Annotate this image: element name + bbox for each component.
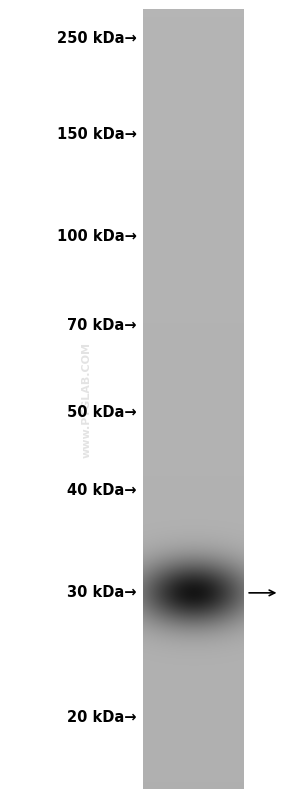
Text: 100 kDa→: 100 kDa→ [57,229,137,244]
Text: www.PTGLAB.COM: www.PTGLAB.COM [82,341,91,458]
Text: 70 kDa→: 70 kDa→ [67,319,137,333]
Text: 20 kDa→: 20 kDa→ [67,710,137,725]
Text: 150 kDa→: 150 kDa→ [57,127,137,141]
Text: 250 kDa→: 250 kDa→ [57,31,137,46]
Text: 40 kDa→: 40 kDa→ [67,483,137,498]
Text: 50 kDa→: 50 kDa→ [67,405,137,419]
Text: 30 kDa→: 30 kDa→ [67,586,137,600]
